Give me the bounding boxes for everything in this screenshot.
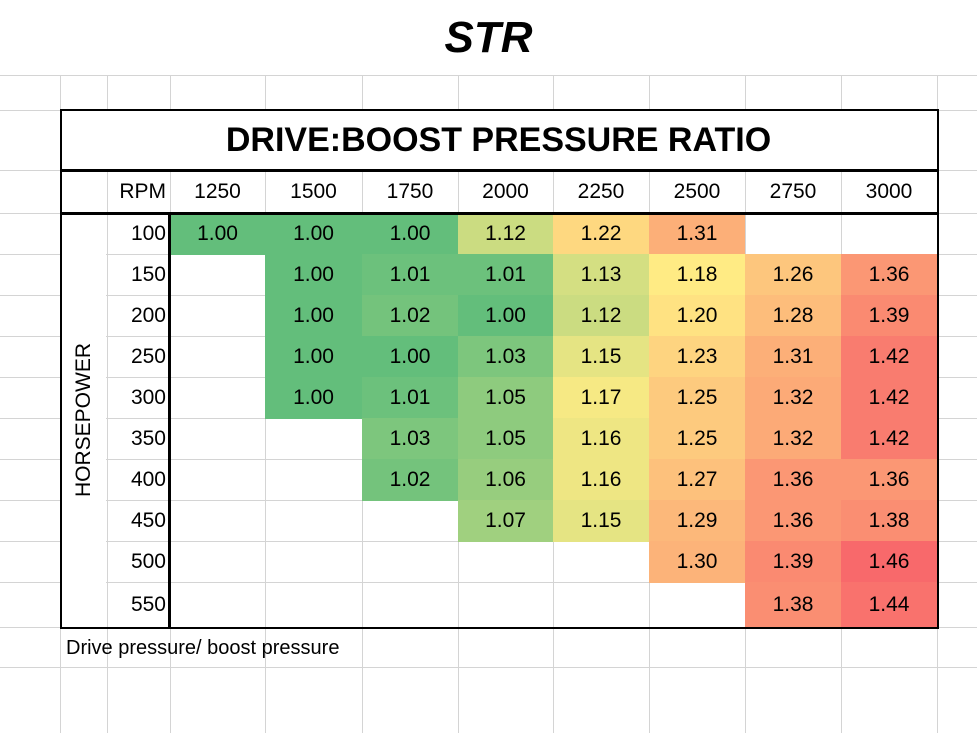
y-tick-label: 350	[130, 426, 166, 450]
heatmap-cell: 1.01	[458, 254, 553, 296]
x-header: RPM	[119, 179, 166, 203]
chart-title: DRIVE:BOOST PRESSURE RATIO	[61, 111, 936, 169]
heatmap-cell: 1.00	[170, 213, 265, 255]
y-tick-label: 300	[130, 385, 166, 409]
gridline	[0, 667, 977, 668]
heatmap-cell: 1.00	[362, 336, 458, 378]
gridline	[0, 75, 977, 76]
heatmap-cell: 1.29	[649, 500, 745, 542]
x-tick-label: 2000	[482, 179, 529, 203]
heatmap-cell: 1.00	[265, 295, 362, 337]
heatmap-cell: 1.36	[745, 459, 841, 501]
heatmap-cell: 1.16	[553, 459, 649, 501]
heatmap-cell: 1.01	[362, 377, 458, 419]
gridline	[107, 0, 108, 733]
x-tick-label: 1750	[386, 179, 434, 203]
heatmap-cell: 1.00	[265, 213, 362, 255]
y-header: HORSEPOWER	[61, 214, 106, 626]
heatmap-cell: 1.13	[553, 254, 649, 296]
heatmap-cell: 1.01	[362, 254, 458, 296]
heatmap-cell: 1.32	[745, 418, 841, 460]
heatmap-cell: 1.44	[841, 582, 937, 628]
y-tick-label: 200	[130, 303, 166, 327]
y-tick-label: 250	[130, 344, 166, 368]
heatmap-cell: 1.26	[745, 254, 841, 296]
heatmap-cell: 1.42	[841, 336, 937, 378]
heatmap-cell: 1.15	[553, 500, 649, 542]
heatmap-cell: 1.32	[745, 377, 841, 419]
data-divider	[60, 212, 939, 215]
gridline	[0, 582, 977, 583]
heatmap-cell: 1.00	[265, 377, 362, 419]
y-tick-label: 150	[130, 262, 166, 286]
heatmap-cell: 1.20	[649, 295, 745, 337]
heatmap-cell: 1.00	[362, 213, 458, 255]
header-divider	[60, 169, 939, 172]
blank-corner	[61, 171, 106, 212]
heatmap-cell: 1.23	[649, 336, 745, 378]
heatmap-cell: 1.42	[841, 377, 937, 419]
gridline	[170, 0, 171, 733]
heatmap-cell: 1.36	[745, 500, 841, 542]
heatmap-cell: 1.00	[265, 336, 362, 378]
y-tick-label: 100	[130, 221, 166, 245]
heatmap-cell: 1.03	[362, 418, 458, 460]
data-left-divider	[168, 212, 171, 628]
heatmap-cell: 1.28	[745, 295, 841, 337]
heatmap-cell: 1.00	[458, 295, 553, 337]
heatmap-cell: 1.27	[649, 459, 745, 501]
heatmap-cell: 1.16	[553, 418, 649, 460]
y-header-text: HORSEPOWER	[71, 342, 95, 498]
heatmap-cell: 1.42	[841, 418, 937, 460]
y-tick-label: 400	[130, 467, 166, 491]
heatmap-cell: 1.15	[553, 336, 649, 378]
heatmap-cell: 1.31	[649, 213, 745, 255]
sheet-title: STR	[0, 0, 977, 75]
heatmap-cell: 1.02	[362, 295, 458, 337]
heatmap-cell: 1.39	[745, 541, 841, 583]
heatmap-cell: 1.03	[458, 336, 553, 378]
heatmap-cell: 1.17	[553, 377, 649, 419]
heatmap-cell: 1.06	[458, 459, 553, 501]
x-tick-label: 2500	[673, 179, 721, 203]
x-tick-label: 1250	[194, 179, 241, 203]
heatmap-cell: 1.22	[553, 213, 649, 255]
heatmap-cell: 1.46	[841, 541, 937, 583]
heatmap-cell: 1.39	[841, 295, 937, 337]
heatmap-cell: 1.02	[362, 459, 458, 501]
y-tick-label: 550	[130, 592, 166, 616]
heatmap-cell: 1.36	[841, 459, 937, 501]
y-tick-label: 500	[130, 549, 166, 573]
heatmap-cell: 1.12	[553, 295, 649, 337]
heatmap-cell: 1.36	[841, 254, 937, 296]
heatmap-cell: 1.25	[649, 377, 745, 419]
heatmap-cell: 1.38	[745, 582, 841, 628]
x-tick-label: 3000	[865, 179, 913, 203]
heatmap-cell: 1.12	[458, 213, 553, 255]
footnote: Drive pressure/ boost pressure	[66, 636, 340, 659]
x-tick-label: 2250	[577, 179, 625, 203]
heatmap-cell: 1.05	[458, 377, 553, 419]
heatmap-cell: 1.25	[649, 418, 745, 460]
heatmap-cell: 1.00	[265, 254, 362, 296]
heatmap-cell: 1.31	[745, 336, 841, 378]
x-tick-label: 2750	[769, 179, 817, 203]
heatmap-cell: 1.07	[458, 500, 553, 542]
heatmap-cell: 1.18	[649, 254, 745, 296]
heatmap-cell: 1.30	[649, 541, 745, 583]
heatmap-cell: 1.38	[841, 500, 937, 542]
y-tick-label: 450	[130, 508, 166, 532]
x-tick-label: 1500	[290, 179, 337, 203]
heatmap-cell: 1.05	[458, 418, 553, 460]
